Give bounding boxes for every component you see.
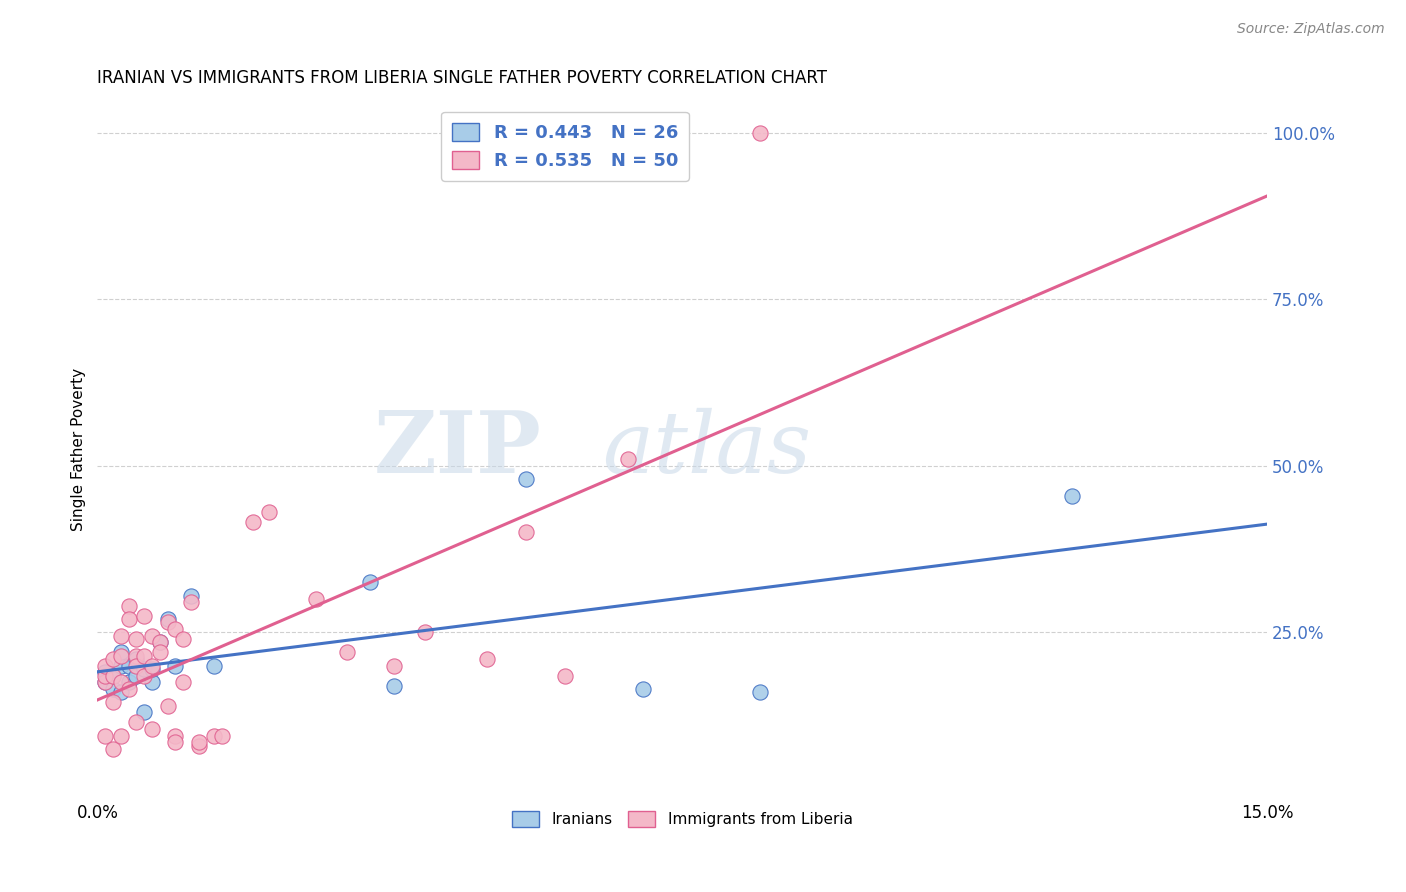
Point [101,668,124,682]
Point [172,632,194,646]
Point [117,675,139,690]
Point [94,675,117,690]
Point [134,608,156,623]
Point [413,625,436,640]
Point [125,715,148,730]
Point [202,658,225,673]
Point [202,729,225,743]
Point [110,675,132,690]
Point [149,635,172,649]
Point [110,685,132,699]
Point [141,662,163,676]
Point [110,645,132,659]
Point [134,662,156,676]
Point [156,698,179,713]
Point [101,695,124,709]
Point [110,648,132,663]
Point [101,652,124,666]
Point [134,705,156,719]
Point [125,632,148,646]
Point [149,635,172,649]
Point [336,645,359,659]
Point [141,675,163,690]
Point [117,681,139,696]
Point [359,575,381,590]
Point [616,452,638,467]
Point [257,505,280,519]
Point [165,658,187,673]
Legend: Iranians, Immigrants from Liberia: Iranians, Immigrants from Liberia [506,805,859,833]
Point [125,658,148,673]
Point [125,668,148,682]
Point [187,735,209,749]
Point [125,652,148,666]
Point [149,645,172,659]
Point [101,742,124,756]
Point [94,729,117,743]
Point [156,615,179,630]
Point [211,729,233,743]
Y-axis label: Single Father Poverty: Single Father Poverty [72,368,86,531]
Point [110,729,132,743]
Point [110,658,132,673]
Point [110,629,132,643]
Point [141,722,163,736]
Point [125,648,148,663]
Point [172,675,194,690]
Text: ZIP: ZIP [374,407,541,491]
Point [305,591,328,606]
Point [94,658,117,673]
Point [749,685,772,699]
Point [382,679,405,693]
Point [94,675,117,690]
Point [117,599,139,613]
Point [515,472,537,486]
Point [554,668,576,682]
Text: IRANIAN VS IMMIGRANTS FROM LIBERIA SINGLE FATHER POVERTY CORRELATION CHART: IRANIAN VS IMMIGRANTS FROM LIBERIA SINGL… [97,69,827,87]
Point [141,658,163,673]
Point [1060,489,1083,503]
Point [117,658,139,673]
Point [141,629,163,643]
Point [187,739,209,753]
Point [117,612,139,626]
Point [382,658,405,673]
Point [242,516,264,530]
Point [101,681,124,696]
Point [134,648,156,663]
Point [94,668,117,682]
Point [631,681,654,696]
Point [180,589,202,603]
Point [515,525,537,540]
Point [134,668,156,682]
Point [101,668,124,682]
Text: Source: ZipAtlas.com: Source: ZipAtlas.com [1237,22,1385,37]
Text: atlas: atlas [602,408,811,491]
Point [180,595,202,609]
Point [165,735,187,749]
Point [94,665,117,680]
Point [749,126,772,140]
Point [165,729,187,743]
Point [156,612,179,626]
Point [477,652,499,666]
Point [165,622,187,636]
